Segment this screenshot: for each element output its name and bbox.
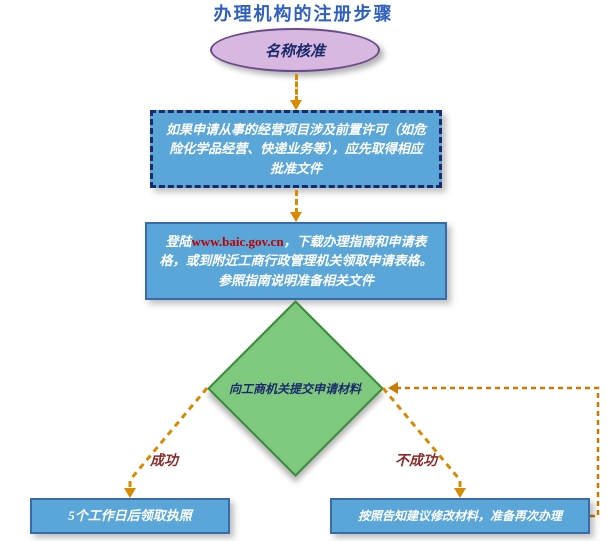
arrow-1 [295, 74, 298, 102]
edge-label-fail: 不成功 [395, 450, 437, 470]
node-download: 登陆www.baic.gov.cn，下载办理指南和申请表格，或到附近工商行政管理… [145, 222, 447, 300]
node-start-label: 名称核准 [265, 40, 325, 61]
node-permit: 如果申请从事的经营项目涉及前置许可（如危险化学品经营、快递业务等），应先取得相应… [150, 110, 442, 188]
arrow-2-head [290, 212, 302, 222]
node-download-label: 登陆www.baic.gov.cn，下载办理指南和申请表格，或到附近工商行政管理… [157, 232, 435, 291]
node-fail-label: 按照告知建议修改材料，准备再次办理 [358, 507, 562, 525]
page-title: 办理机构的注册步骤 [0, 0, 607, 26]
node-success-label: 5个工作日后领取执照 [68, 506, 192, 526]
arrow-2 [295, 190, 298, 214]
download-url: www.baic.gov.cn [191, 234, 283, 249]
edge-label-success: 成功 [150, 450, 178, 470]
node-start: 名称核准 [210, 28, 380, 72]
node-permit-label: 如果申请从事的经营项目涉及前置许可（如危险化学品经营、快递业务等），应先取得相应… [163, 120, 429, 179]
node-fail: 按照告知建议修改材料，准备再次办理 [330, 498, 590, 534]
node-decision [207, 300, 384, 477]
arrow-1-head [290, 100, 302, 110]
node-success: 5个工作日后领取执照 [30, 498, 230, 534]
